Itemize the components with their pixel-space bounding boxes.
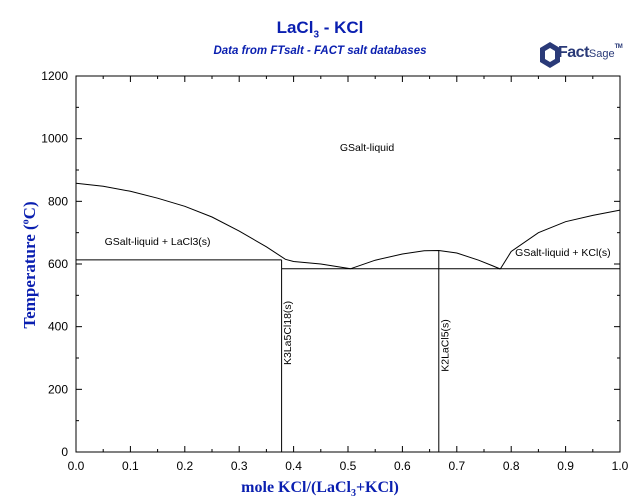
chart-subtitle: Data from FTsalt - FACT salt databases [213,45,427,57]
logo-fact: Fact [558,44,589,61]
x-tick-label: 0.5 [340,459,357,473]
logo-tm: TM [614,44,623,50]
logo-sage: Sage [588,48,615,60]
logo-icon [540,42,560,68]
x-tick-label: 0.1 [122,459,139,473]
ylabel-degree: o [20,219,32,225]
logo-text: FactSageTM [558,44,623,62]
x-tick-label: 0.7 [448,459,465,473]
title-main: LaCl [276,18,314,37]
y-axis-label: Temperature (oC) [20,165,40,365]
compound-label-1: K2LaCl5(s) [440,319,452,372]
title-subscript: 3 [313,29,319,41]
plot-frame [75,75,621,453]
x-tick-label: 0.6 [394,459,411,473]
x-tick-label: 0.0 [68,459,85,473]
title-tail: - KCl [319,18,364,37]
region-label-0: GSalt-liquid [340,142,394,154]
y-tick-label: 1000 [41,132,68,146]
ylabel-pre: Temperature ( [20,224,39,329]
chart-title: LaCl3 - KCl [0,18,640,40]
region-label-2: GSalt-liquid + KCl(s) [515,247,610,259]
y-tick-label: 600 [48,257,68,271]
compound-label-0: K3La5Cl18(s) [282,301,294,365]
x-tick-label: 1.0 [612,459,629,473]
phase-boundary-0 [75,182,351,270]
xlabel-subscript: 3 [350,488,356,500]
y-tick-label: 1200 [41,69,68,83]
xlabel-post: +KCl) [355,479,399,496]
x-tick-label: 0.9 [557,459,574,473]
factsage-logo: FactSageTM [536,38,632,74]
y-tick-label: 0 [61,445,68,459]
x-tick-label: 0.8 [503,459,520,473]
x-tick-label: 0.4 [285,459,302,473]
y-tick-label: 800 [48,194,68,208]
x-tick-label: 0.2 [176,459,193,473]
y-tick-label: 200 [48,382,68,396]
x-axis-label: mole KCl/(LaCl3+KCl) [0,479,640,499]
phase-boundary-1 [350,249,501,270]
phase-boundary-2 [499,209,621,270]
region-label-1: GSalt-liquid + LaCl3(s) [105,236,211,248]
xlabel-pre: mole KCl/(LaCl [241,479,351,496]
ylabel-post: C) [20,201,39,220]
y-tick-label: 400 [48,320,68,334]
x-tick-label: 0.3 [231,459,248,473]
